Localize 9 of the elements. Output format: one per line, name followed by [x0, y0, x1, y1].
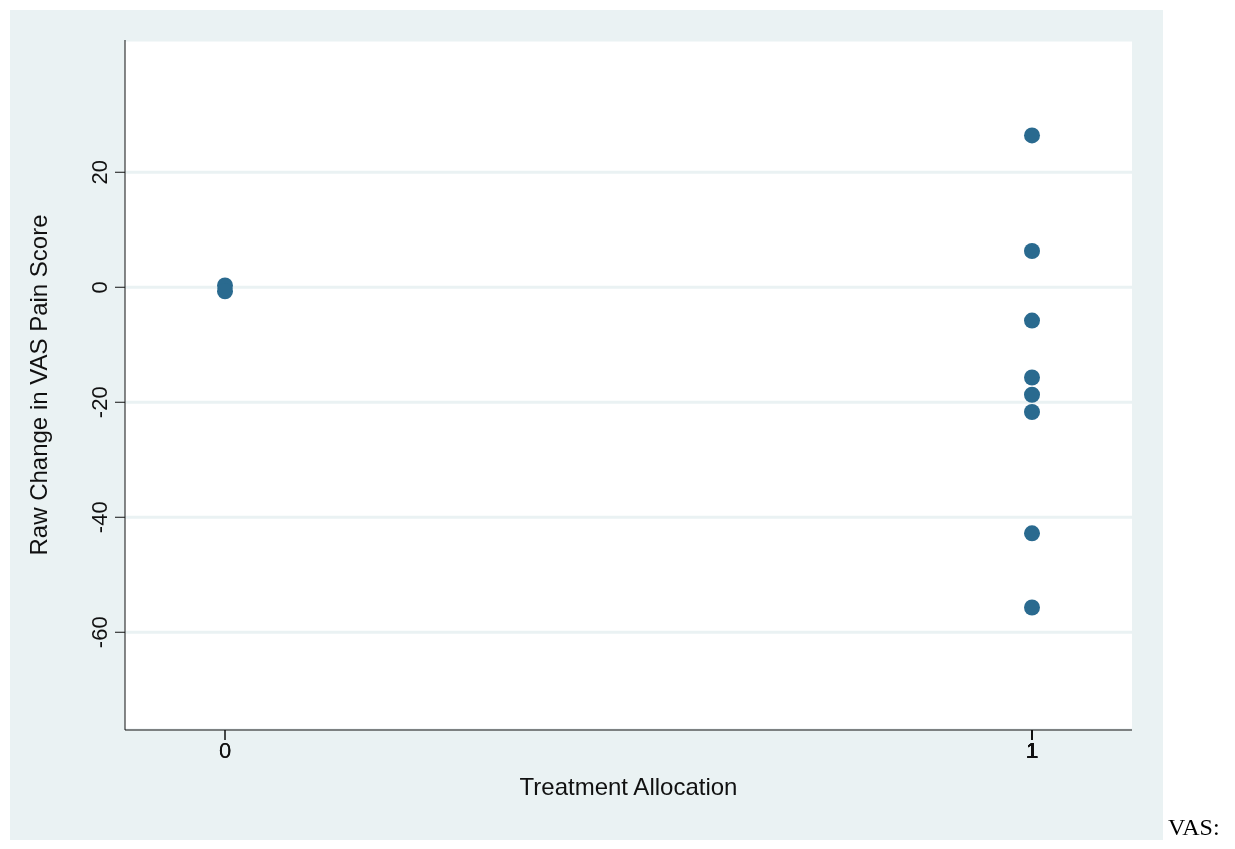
- y-tick-label: 20: [87, 160, 112, 185]
- text: VAS:: [1168, 814, 1220, 841]
- x-axis-title: Treatment Allocation: [519, 773, 738, 801]
- y-tick-label: -40: [87, 501, 112, 534]
- x-tick-label: 1: [1025, 737, 1039, 763]
- y-tick-label: -20: [87, 386, 112, 419]
- y-tick-label: -60: [87, 616, 112, 649]
- y-axis-title: Raw Change in VAS Pain Score: [24, 214, 52, 556]
- y-tick-label: 0: [87, 281, 112, 294]
